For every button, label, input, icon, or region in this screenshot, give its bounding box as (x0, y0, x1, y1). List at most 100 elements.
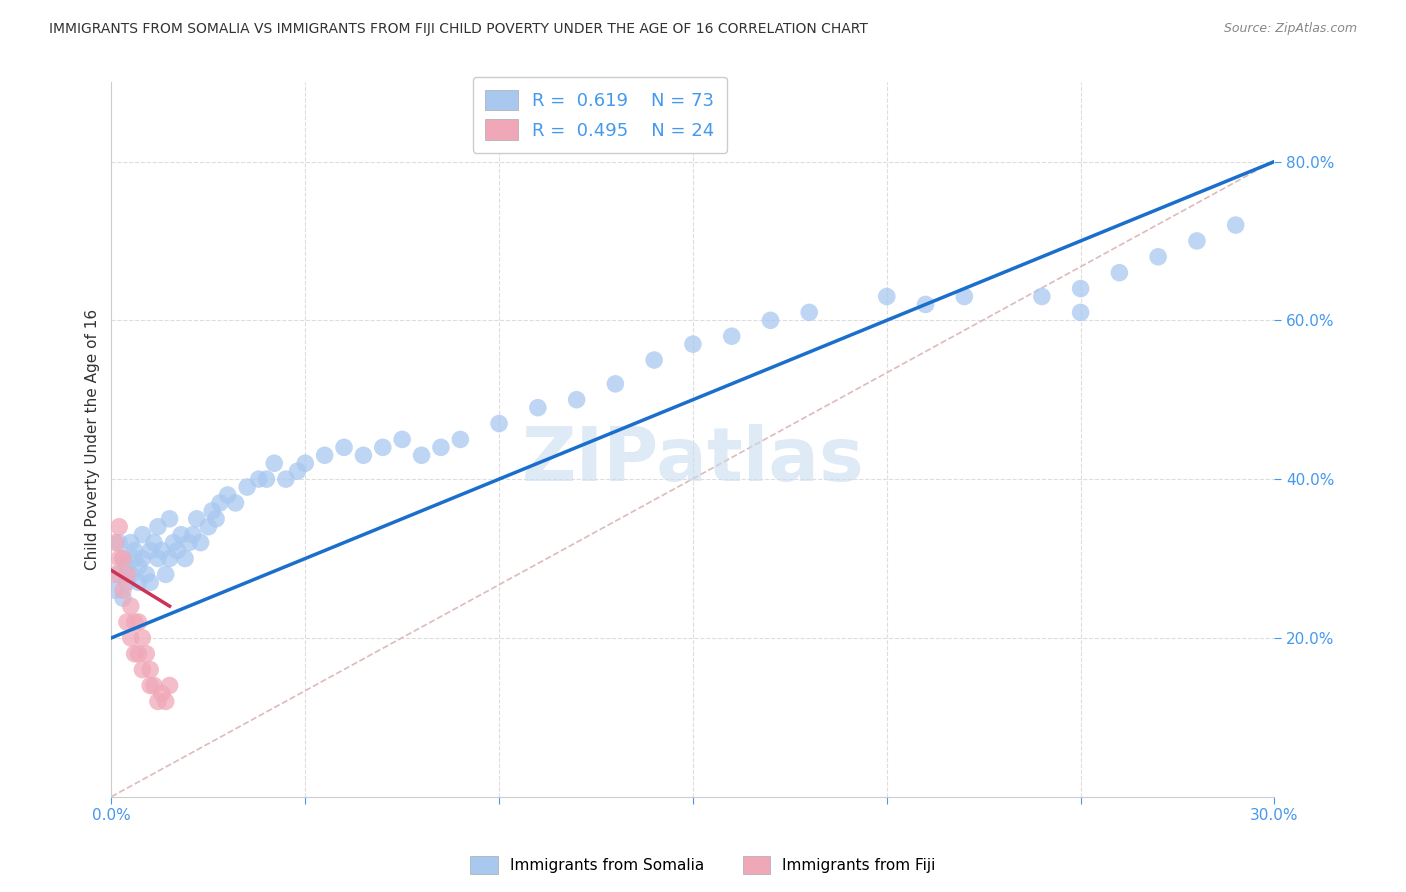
Point (135, 567, 157, 582)
Text: IMMIGRANTS FROM SOMALIA VS IMMIGRANTS FROM FIJI CHILD POVERTY UNDER THE AGE OF 1: IMMIGRANTS FROM SOMALIA VS IMMIGRANTS FR… (49, 22, 868, 37)
Point (314, 448, 336, 462)
Point (643, 353, 665, 368)
Point (876, 289, 898, 303)
Point (120, 631, 142, 645)
Point (150, 543, 173, 558)
Point (605, 376, 627, 391)
Point (131, 663, 153, 677)
Point (186, 512, 208, 526)
Point (108, 551, 131, 566)
Point (1070, 305, 1092, 319)
Point (120, 599, 142, 614)
Point (449, 433, 471, 447)
Point (159, 512, 181, 526)
Point (108, 520, 131, 534)
Point (430, 441, 453, 455)
Point (205, 512, 228, 526)
Point (720, 329, 742, 343)
Point (1070, 282, 1092, 296)
Point (391, 433, 413, 447)
Point (124, 551, 146, 566)
Point (224, 496, 246, 510)
Point (112, 583, 135, 598)
Point (371, 441, 394, 455)
Y-axis label: Child Poverty Under the Age of 16: Child Poverty Under the Age of 16 (86, 309, 100, 570)
Point (217, 488, 239, 502)
Point (411, 448, 433, 462)
Point (1031, 289, 1053, 303)
Point (488, 417, 510, 431)
Point (108, 567, 131, 582)
Point (1108, 266, 1130, 280)
Point (256, 472, 278, 486)
Point (159, 551, 181, 566)
Point (155, 567, 177, 582)
Point (177, 535, 200, 549)
Point (759, 313, 782, 327)
Point (120, 535, 142, 549)
Point (115, 567, 138, 582)
Point (565, 392, 588, 407)
Point (112, 551, 135, 566)
Point (143, 535, 166, 549)
Point (190, 535, 212, 549)
Point (208, 496, 231, 510)
Point (139, 679, 162, 693)
Point (139, 575, 162, 590)
Point (799, 305, 821, 319)
Point (104, 535, 127, 549)
Point (274, 472, 297, 486)
Point (953, 289, 976, 303)
Point (333, 441, 356, 455)
Point (128, 559, 150, 574)
Point (128, 615, 150, 629)
Point (197, 520, 219, 534)
Point (139, 663, 162, 677)
Point (159, 679, 181, 693)
Point (162, 535, 184, 549)
Legend: R =  0.619    N = 73, R =  0.495    N = 24: R = 0.619 N = 73, R = 0.495 N = 24 (472, 77, 727, 153)
Point (115, 575, 138, 590)
Point (104, 583, 127, 598)
Point (201, 504, 224, 518)
Point (155, 694, 177, 708)
Point (115, 615, 138, 629)
Point (146, 694, 169, 708)
Point (112, 551, 135, 566)
Point (120, 567, 142, 582)
Point (236, 480, 259, 494)
Point (170, 527, 193, 541)
Point (124, 543, 146, 558)
Point (1147, 250, 1170, 264)
Point (1225, 218, 1247, 232)
Point (128, 575, 150, 590)
Point (247, 472, 270, 486)
Point (112, 591, 135, 606)
Point (139, 543, 162, 558)
Point (682, 337, 704, 351)
Point (166, 543, 188, 558)
Point (263, 456, 285, 470)
Point (294, 456, 316, 470)
Point (131, 551, 153, 566)
Point (108, 535, 131, 549)
Point (131, 527, 153, 541)
Point (135, 647, 157, 661)
Point (104, 567, 127, 582)
Point (174, 551, 197, 566)
Point (124, 647, 146, 661)
Point (914, 297, 936, 311)
Point (150, 686, 173, 700)
Point (124, 615, 146, 629)
Point (143, 679, 166, 693)
Point (128, 647, 150, 661)
Point (115, 559, 138, 574)
Point (146, 520, 169, 534)
Point (287, 464, 309, 478)
Point (1185, 234, 1208, 248)
Text: ZIPatlas: ZIPatlas (522, 425, 865, 498)
Point (131, 631, 153, 645)
Point (146, 551, 169, 566)
Legend: Immigrants from Somalia, Immigrants from Fiji: Immigrants from Somalia, Immigrants from… (464, 850, 942, 880)
Point (352, 448, 374, 462)
